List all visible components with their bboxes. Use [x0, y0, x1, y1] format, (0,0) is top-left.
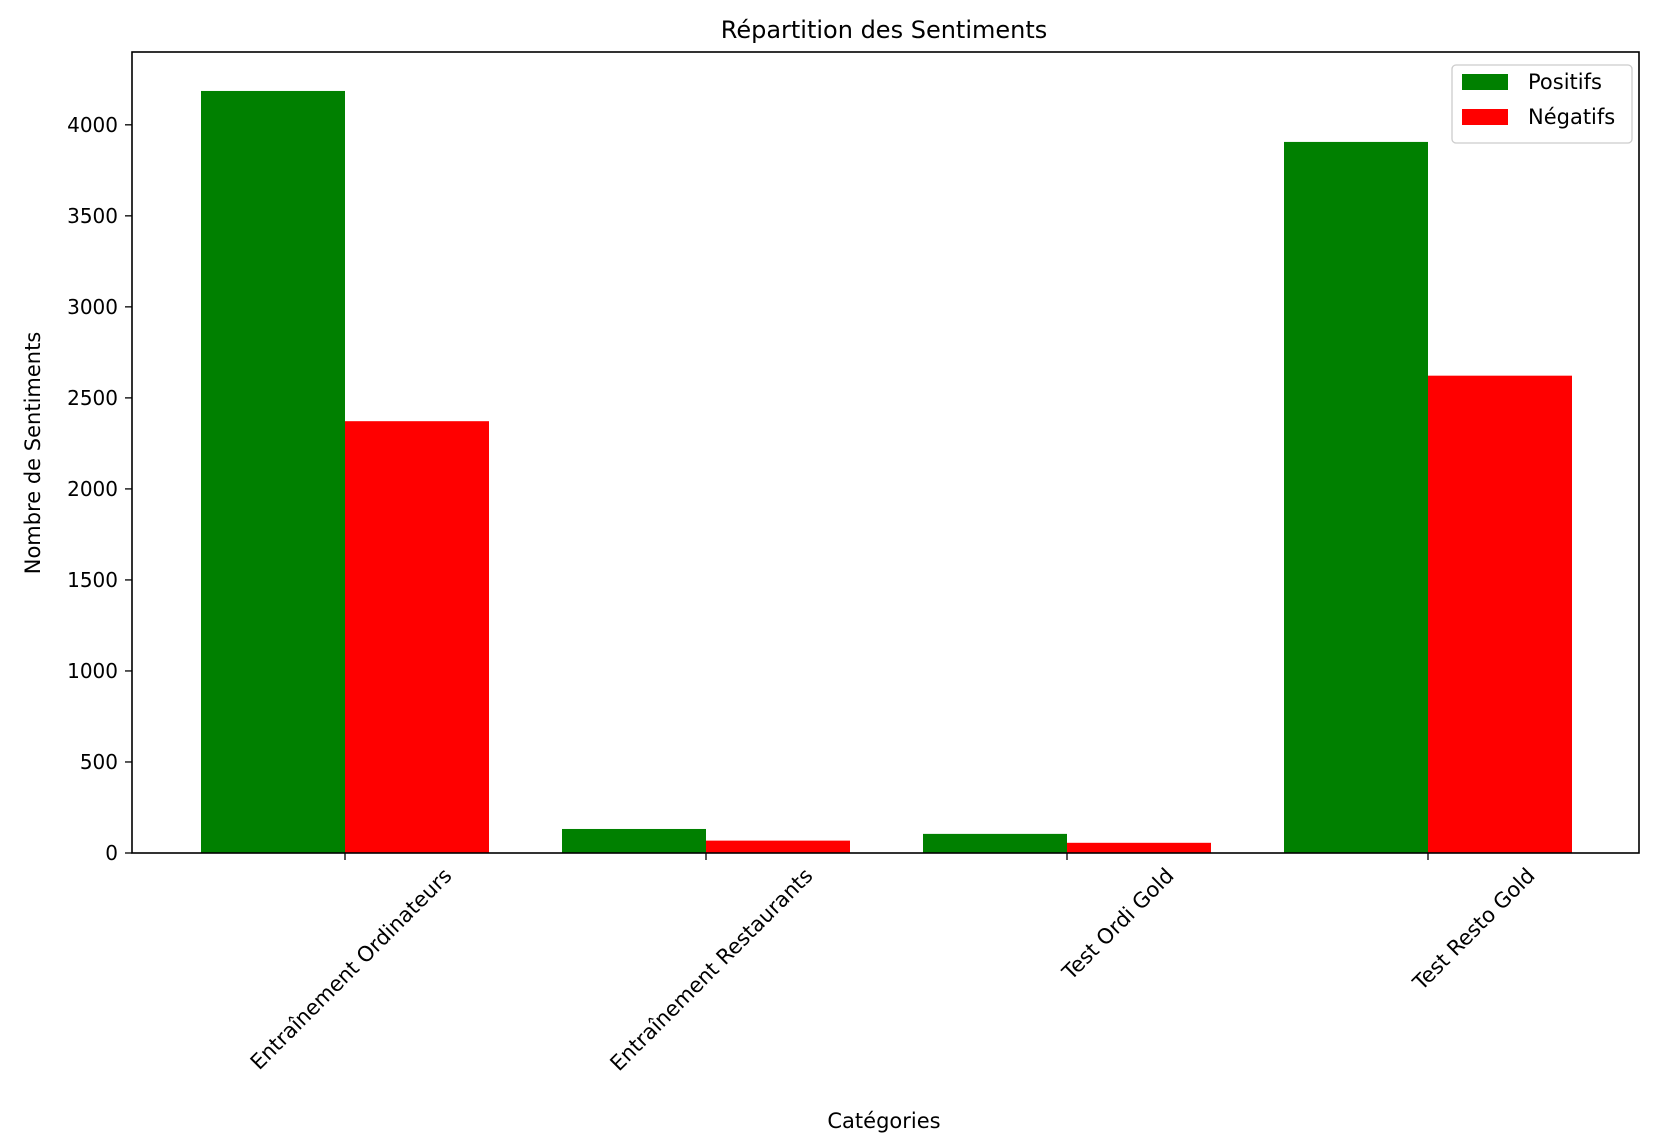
y-tick-label: 3000 [67, 295, 118, 319]
y-tick-label: 1500 [67, 568, 118, 592]
y-tick-label: 3500 [67, 204, 118, 228]
plot-frame [131, 51, 1640, 854]
legend-label: Négatifs [1528, 105, 1615, 129]
bar-negative-4 [1428, 375, 1572, 853]
bar-negative-2 [706, 840, 850, 853]
y-axis-label: Nombre de Sentiments [21, 332, 45, 575]
bar-negative-3 [1067, 842, 1211, 853]
y-tick-label: 0 [105, 841, 118, 865]
bar-positive-1 [201, 90, 345, 854]
bar-positive-4 [1284, 141, 1428, 854]
y-tick-label: 2000 [67, 477, 118, 501]
y-tick-label: 500 [80, 750, 118, 774]
y-tick-label: 2500 [67, 386, 118, 410]
legend-swatch [1462, 109, 1508, 125]
bar-positive-3 [923, 833, 1067, 853]
legend-label: Positifs [1528, 70, 1602, 94]
legend: Positifs Négatifs [1451, 64, 1633, 144]
plot-area: 05001000150020002500300035004000Entraîne… [67, 51, 1640, 1076]
legend-swatch [1462, 74, 1508, 90]
y-tick-label: 1000 [67, 659, 118, 683]
x-axis-label: Catégories [827, 1109, 940, 1133]
chart-title: Répartition des Sentiments [721, 16, 1048, 44]
bar-negative-1 [345, 421, 489, 853]
y-tick-label: 4000 [67, 113, 118, 137]
bar-positive-2 [562, 828, 706, 853]
